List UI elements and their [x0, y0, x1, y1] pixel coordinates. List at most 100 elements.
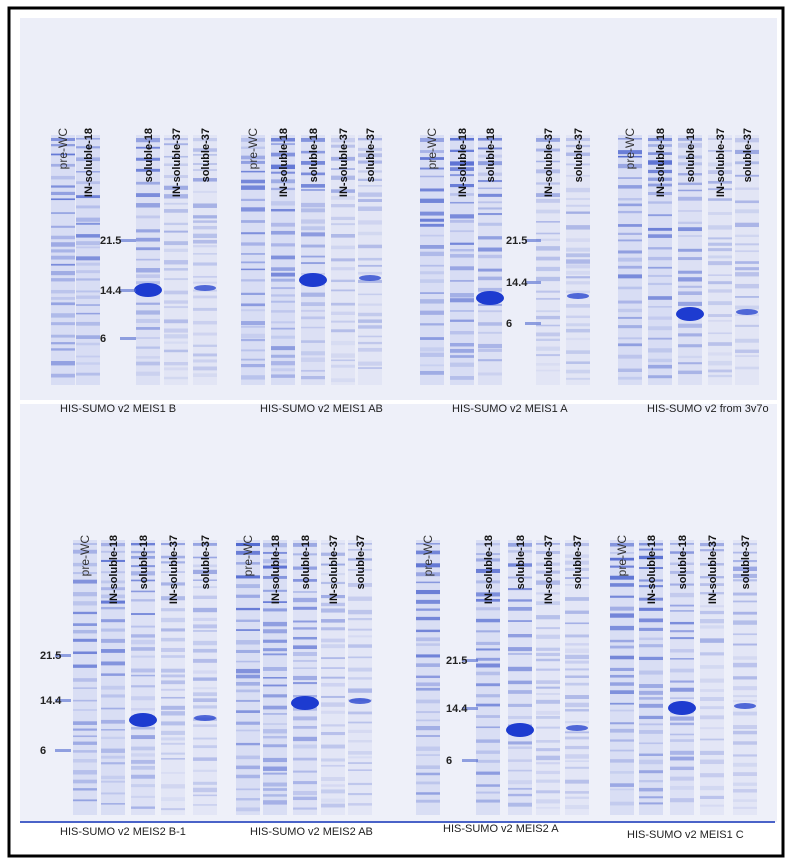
band — [508, 690, 532, 694]
band — [700, 760, 724, 764]
band — [301, 293, 325, 297]
band — [536, 648, 560, 651]
band — [670, 697, 694, 699]
band — [358, 192, 382, 196]
band — [416, 663, 440, 667]
band — [301, 184, 325, 188]
band — [536, 727, 560, 729]
band — [193, 698, 217, 702]
band — [164, 350, 188, 353]
band — [101, 729, 125, 731]
band — [134, 283, 162, 297]
band — [193, 240, 217, 244]
band — [193, 282, 217, 284]
band — [193, 659, 217, 663]
band — [164, 367, 188, 370]
band — [76, 218, 100, 222]
band — [136, 310, 160, 314]
band — [536, 370, 560, 372]
band — [358, 220, 382, 224]
band — [565, 797, 589, 799]
band — [348, 769, 372, 771]
band — [301, 226, 325, 230]
band — [321, 627, 345, 630]
band — [161, 721, 185, 725]
band — [735, 325, 759, 327]
band — [73, 780, 97, 784]
band — [733, 601, 757, 603]
band — [131, 669, 155, 673]
band — [164, 209, 188, 213]
band — [241, 309, 265, 311]
band — [101, 781, 125, 783]
band — [536, 347, 560, 351]
band — [708, 261, 732, 265]
band — [358, 294, 382, 296]
band — [536, 615, 560, 619]
band — [193, 321, 217, 325]
band — [678, 257, 702, 260]
marker-label: 21.5 — [506, 235, 527, 247]
marker-label: 6 — [506, 318, 512, 330]
band — [708, 375, 732, 377]
band — [263, 783, 287, 787]
band — [670, 593, 694, 597]
lane — [51, 135, 75, 385]
band — [648, 234, 672, 238]
band — [236, 775, 260, 779]
caption: HIS-SUMO v2 MEIS1 AB — [260, 403, 383, 415]
band — [478, 188, 502, 190]
band — [639, 770, 663, 773]
band — [193, 641, 217, 645]
band — [450, 376, 474, 380]
band — [236, 584, 260, 588]
band — [648, 283, 672, 285]
band — [241, 279, 265, 281]
band — [101, 629, 125, 632]
band — [566, 212, 590, 214]
band — [708, 352, 732, 355]
band — [358, 272, 382, 275]
band — [639, 684, 663, 688]
band — [321, 711, 345, 714]
band — [708, 255, 732, 258]
band — [678, 277, 702, 281]
band — [321, 702, 345, 706]
band — [236, 608, 260, 610]
band — [536, 669, 560, 671]
band — [565, 780, 589, 784]
band — [236, 700, 260, 702]
band — [51, 342, 75, 344]
band — [136, 238, 160, 242]
band — [241, 232, 265, 234]
band — [299, 273, 327, 287]
lane-label: IN-soluble-37 — [543, 535, 555, 604]
band — [263, 694, 287, 697]
band — [678, 222, 702, 224]
band — [508, 667, 532, 671]
band — [733, 663, 757, 667]
band — [161, 731, 185, 735]
band — [161, 648, 185, 652]
band — [164, 260, 188, 264]
band — [670, 757, 694, 761]
band — [618, 185, 642, 188]
band — [733, 772, 757, 776]
band — [236, 756, 260, 760]
band — [536, 332, 560, 336]
band — [76, 362, 100, 364]
band — [301, 262, 325, 264]
band — [734, 703, 756, 709]
band — [271, 374, 295, 377]
band — [420, 371, 444, 375]
band — [348, 722, 372, 724]
band — [236, 743, 260, 745]
band — [358, 325, 382, 328]
band — [161, 669, 185, 673]
band — [193, 692, 217, 696]
band — [236, 722, 260, 725]
lane-label: IN-soluble-18 — [83, 128, 95, 197]
band — [676, 307, 704, 321]
band — [708, 361, 732, 365]
band — [271, 346, 295, 350]
